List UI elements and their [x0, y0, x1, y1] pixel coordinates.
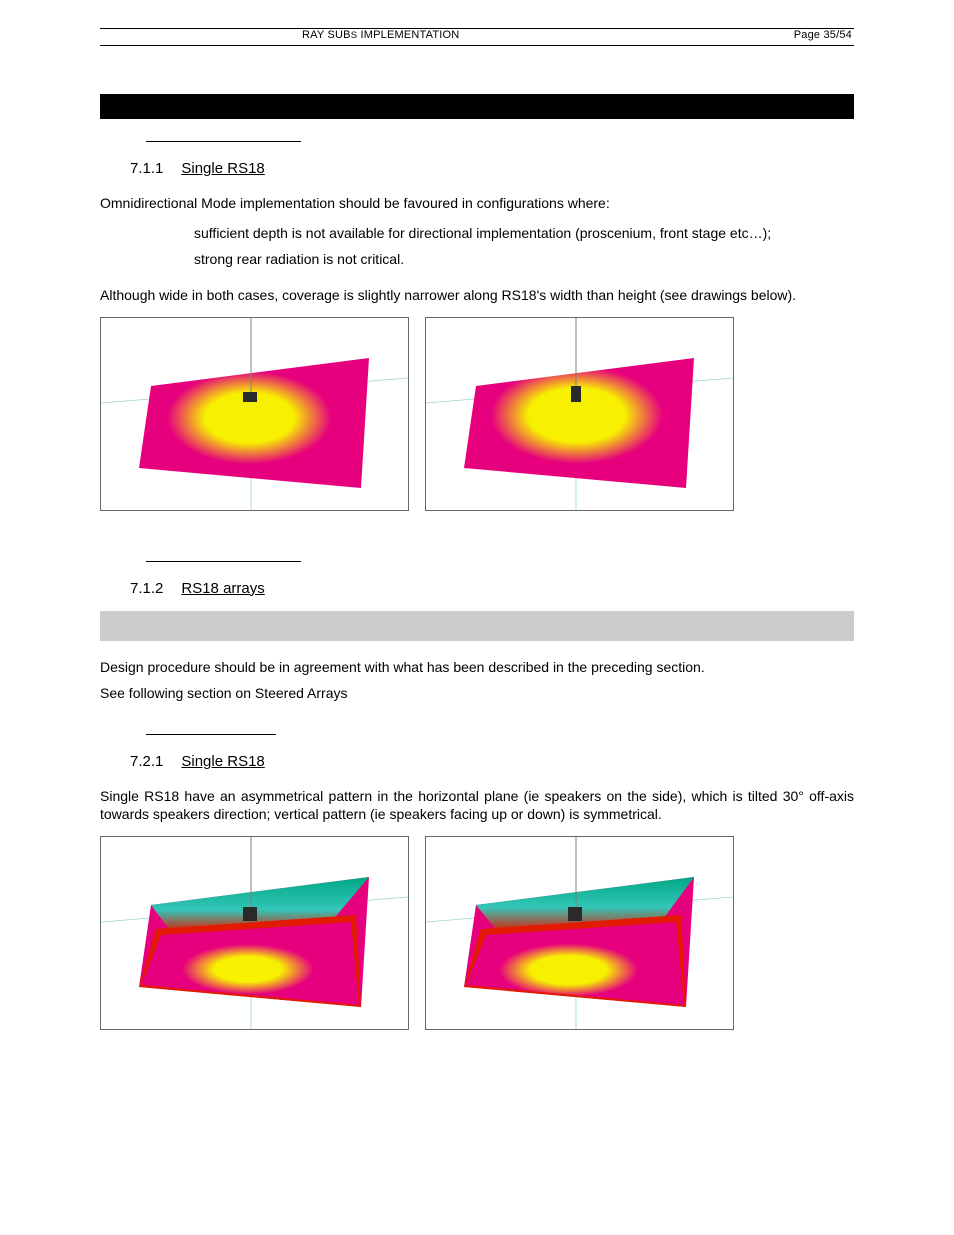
coverage-diagram-dir-1 [100, 836, 409, 1030]
subsection-number: 7.2.1 [130, 753, 163, 770]
diagram-row-omni [100, 317, 854, 511]
diagram-row-directional [100, 836, 854, 1030]
coverage-svg [426, 837, 733, 1029]
coverage-svg [101, 318, 408, 510]
header-page-number: Page 35/54 [794, 29, 852, 41]
subsection-number: 7.1.1 [130, 160, 163, 177]
subsection-title: RS18 arrays [181, 580, 264, 597]
section-black-bar [100, 94, 854, 119]
subsection-721: 7.2.1 Single RS18 [130, 753, 854, 770]
page-header: RAY SUBS IMPLEMENTATION Page 35/54 [100, 28, 854, 46]
coverage-diagram-omni-wide [100, 317, 409, 511]
section-divider [146, 734, 276, 735]
header-title-suffix: IMPLEMENTATION [357, 29, 459, 41]
coverage-diagram-dir-2 [425, 836, 734, 1030]
bullet-item: sufficient depth is not available for di… [194, 225, 854, 243]
header-title-prefix: RAY SUB [302, 29, 351, 41]
paragraph: Omnidirectional Mode implementation shou… [100, 195, 854, 213]
subsection-712: 7.1.2 RS18 arrays [130, 580, 854, 597]
bullet-item: strong rear radiation is not critical. [194, 251, 854, 269]
paragraph: See following section on Steered Arrays [100, 685, 854, 703]
subsection-number: 7.1.2 [130, 580, 163, 597]
coverage-diagram-omni-tall [425, 317, 734, 511]
document-page: RAY SUBS IMPLEMENTATION Page 35/54 7.1.1… [0, 0, 954, 1090]
paragraph: Single RS18 have an asymmetrical pattern… [100, 788, 854, 824]
section-divider [146, 561, 301, 562]
coverage-svg [101, 837, 408, 1029]
paragraph: Design procedure should be in agreement … [100, 659, 854, 677]
header-title: RAY SUBS IMPLEMENTATION [102, 29, 459, 41]
subsection-title: Single RS18 [181, 753, 264, 770]
paragraph: Although wide in both cases, coverage is… [100, 287, 854, 305]
grey-placeholder-bar [100, 611, 854, 641]
subsection-711: 7.1.1 Single RS18 [130, 160, 854, 177]
subsection-title: Single RS18 [181, 160, 264, 177]
coverage-svg [426, 318, 733, 510]
section-divider [146, 141, 301, 142]
